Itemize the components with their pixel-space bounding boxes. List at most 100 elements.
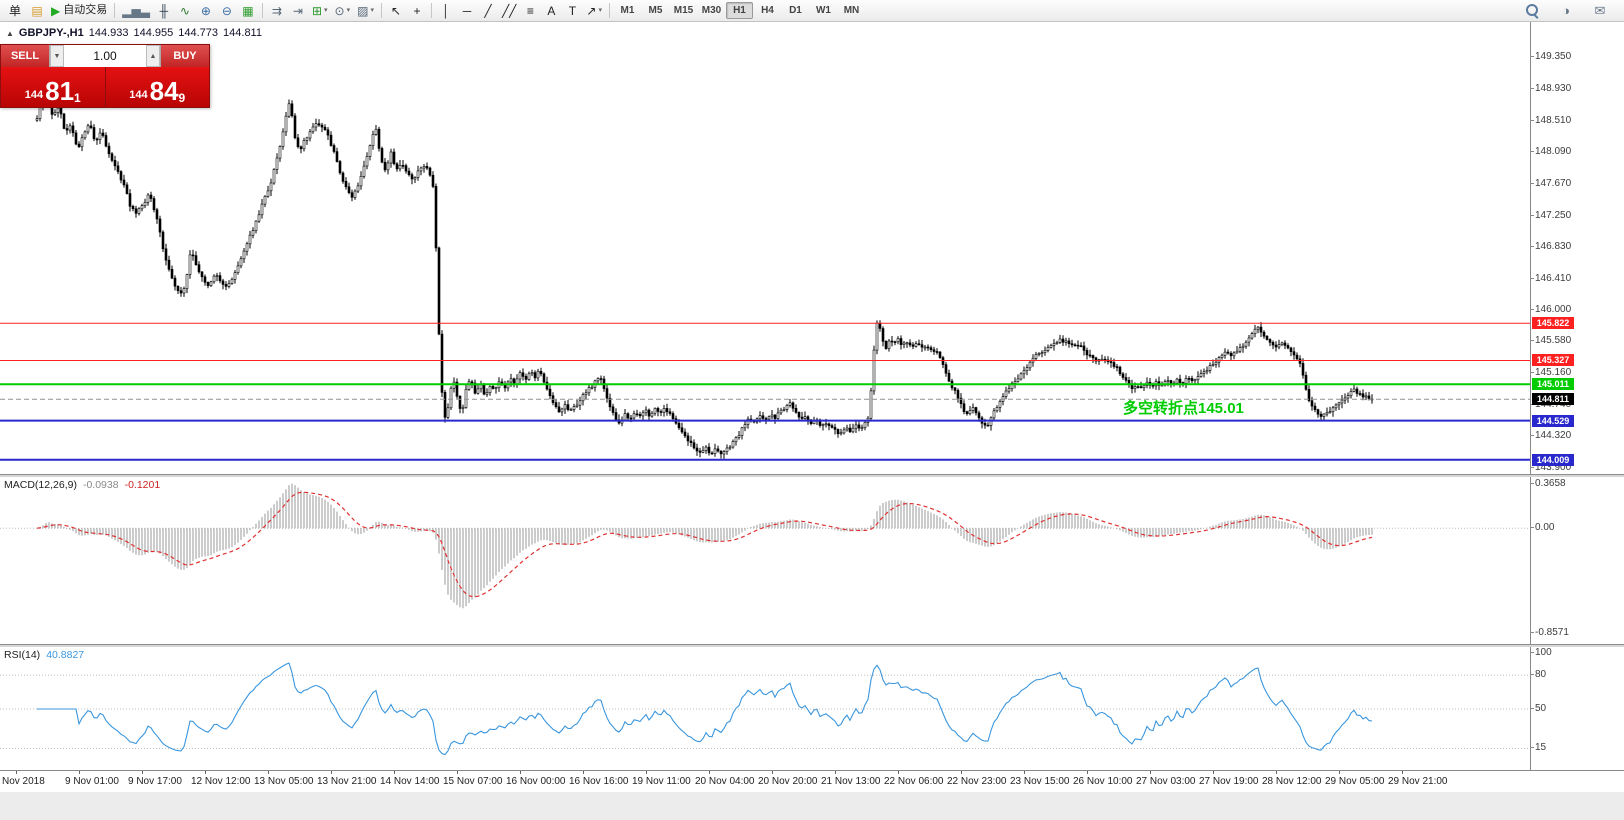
time-axis-label: 21 Nov 13:00 xyxy=(821,776,881,787)
price-axis[interactable]: 149.350 148.930 148.510 148.090 147.670 147.2… xyxy=(1530,22,1624,474)
sell-price-tile[interactable]: 144 81 1 xyxy=(1,67,105,107)
price-axis-label: 145.160 xyxy=(1530,367,1572,378)
bar-chart-icon[interactable]: ▂▅▃ xyxy=(122,3,150,18)
rsi-value: 40.8827 xyxy=(46,649,85,661)
time-axis-label: 27 Nov 03:00 xyxy=(1136,776,1196,787)
time-axis-label: 9 Nov 01:00 xyxy=(65,776,119,787)
menu-item-dan[interactable]: 单 xyxy=(9,4,22,18)
zoom-in-icon[interactable]: ⊕ xyxy=(200,3,211,18)
hline-price-tag: 145.822 xyxy=(1532,317,1574,329)
price-plot[interactable] xyxy=(0,22,1530,474)
horizontal-line-icon[interactable]: ─ xyxy=(462,3,472,18)
new-order-icon[interactable]: ▤ xyxy=(31,3,43,18)
time-tick xyxy=(835,771,836,774)
status-area xyxy=(0,792,1624,820)
price-chart-pane[interactable]: 149.350 148.930 148.510 148.090 147.670 147.2… xyxy=(0,22,1624,474)
vertical-line-icon[interactable]: │ xyxy=(442,3,450,18)
volume-up-button[interactable]: ▲ xyxy=(146,45,160,67)
buy-price-tile[interactable]: 144 84 9 xyxy=(105,67,209,107)
one-click-toggle-icon[interactable]: ▲ xyxy=(6,28,14,38)
time-tick xyxy=(709,771,710,774)
timeframe-h4-button[interactable]: H4 xyxy=(761,5,774,16)
time-tick xyxy=(142,771,143,774)
search-icon[interactable] xyxy=(1522,2,1542,20)
time-tick xyxy=(394,771,395,774)
chat-icon[interactable]: ✉ xyxy=(1594,3,1606,18)
rsi-pane[interactable]: 100 80 50 15 RSI(14) 40.8827 xyxy=(0,647,1624,771)
period-clock-icon[interactable]: ⊙ ▾ xyxy=(334,3,351,18)
pane-separator[interactable] xyxy=(0,644,1624,647)
autotrade-button[interactable]: ▶ 自动交易 xyxy=(51,3,108,18)
rsi-plot[interactable] xyxy=(0,647,1530,771)
current-price-tag: 144.811 xyxy=(1532,393,1574,405)
toolbar-separator xyxy=(430,3,432,18)
sell-button[interactable]: SELL xyxy=(1,45,49,67)
timeframe-m1-button[interactable]: M1 xyxy=(620,5,635,16)
buy-button[interactable]: BUY xyxy=(161,45,209,67)
chart-shift-icon[interactable]: ⇥ xyxy=(292,3,303,18)
macd-name: MACD(12,26,9) xyxy=(4,479,77,491)
new-chart-icon[interactable]: ⊞ ▾ xyxy=(311,3,328,18)
sell-price-point: 1 xyxy=(74,91,81,105)
timeframe-h1-button[interactable]: H1 xyxy=(725,2,753,19)
toolbar-separator xyxy=(261,3,263,18)
time-tick xyxy=(583,771,584,774)
time-axis-label: 20 Nov 04:00 xyxy=(695,776,755,787)
price-axis-label: 146.000 xyxy=(1530,304,1572,315)
cursor-icon[interactable]: ↖ xyxy=(390,3,401,18)
time-axis-label: 16 Nov 00:00 xyxy=(506,776,566,787)
fibonacci-icon[interactable]: ≡ xyxy=(526,3,534,18)
time-tick xyxy=(205,771,206,774)
timeframe-w1-button[interactable]: W1 xyxy=(815,5,831,16)
time-axis-label: 19 Nov 11:00 xyxy=(632,776,691,787)
community-icon[interactable]: ◑ xyxy=(1562,3,1570,18)
timeframe-m15-button[interactable]: M15 xyxy=(673,5,694,16)
time-axis[interactable]: Nov 2018 9 Nov 01:00 9 Nov 17:00 12 Nov 12:… xyxy=(0,770,1624,792)
rsi-axis-label: 50 xyxy=(1530,703,1547,714)
time-tick xyxy=(961,771,962,774)
zoom-out-icon[interactable]: ⊖ xyxy=(221,3,232,18)
macd-axis: 0.3658 0.00 -0.8571 xyxy=(1530,477,1624,644)
timeframe-m30-button[interactable]: M30 xyxy=(701,5,722,16)
time-tick xyxy=(1402,771,1403,774)
time-axis-label: 27 Nov 19:00 xyxy=(1199,776,1259,787)
rsi-axis-label: 100 xyxy=(1531,647,1552,658)
timeframe-d1-button[interactable]: D1 xyxy=(789,5,802,16)
crosshair-icon[interactable]: + xyxy=(413,3,421,18)
rsi-axis-label: 80 xyxy=(1530,669,1547,680)
sell-price-whole: 144 xyxy=(24,89,44,101)
toolbar-separator xyxy=(380,3,382,18)
time-axis-label: 23 Nov 15:00 xyxy=(1010,776,1070,787)
time-axis-label: Nov 2018 xyxy=(2,776,45,787)
rsi-name: RSI(14) xyxy=(4,649,41,661)
arrows-icon[interactable]: ↗ ▾ xyxy=(586,3,602,18)
macd-signal-value: -0.1201 xyxy=(124,479,161,491)
volume-control: ▼ 1.00 ▲ xyxy=(49,45,161,67)
pane-separator[interactable] xyxy=(0,474,1624,477)
text-icon[interactable]: A xyxy=(547,3,556,18)
price-axis-label: 148.090 xyxy=(1530,146,1572,157)
textlabel-icon[interactable]: T xyxy=(568,3,577,18)
chart-annotation-text: 多空转折点145.01 xyxy=(1123,400,1244,417)
trendline-icon[interactable]: ╱ xyxy=(484,3,492,18)
time-tick xyxy=(16,771,17,774)
line-chart-icon[interactable]: ∿ xyxy=(179,3,190,18)
toolbar-separator xyxy=(114,3,116,18)
timeframe-mn-button[interactable]: MN xyxy=(843,5,860,16)
macd-pane[interactable]: 0.3658 0.00 -0.8571 MACD(12,26,9) -0.0938 -0… xyxy=(0,477,1624,644)
macd-axis-label: -0.8571 xyxy=(1531,627,1569,638)
templates-icon[interactable]: ▨ ▾ xyxy=(357,3,374,18)
time-axis-label: 15 Nov 07:00 xyxy=(443,776,503,787)
tile-windows-icon[interactable]: ▦ xyxy=(242,3,254,18)
auto-scroll-icon[interactable]: ⇉ xyxy=(271,3,282,18)
candlestick-chart-icon[interactable]: ╫ xyxy=(159,3,169,18)
timeframe-m5-button[interactable]: M5 xyxy=(648,5,663,16)
macd-plot[interactable] xyxy=(0,477,1530,644)
timeframe-group: M1 M5 M15 M30 H1 H4 D1 W1 MN xyxy=(614,2,865,19)
volume-input[interactable]: 1.00 xyxy=(93,49,117,63)
channel-icon[interactable]: ╱╱ xyxy=(501,3,517,18)
time-tick xyxy=(646,771,647,774)
price-axis-label: 143.900 xyxy=(1530,462,1572,473)
time-tick xyxy=(1339,771,1340,774)
volume-down-button[interactable]: ▼ xyxy=(50,45,64,67)
